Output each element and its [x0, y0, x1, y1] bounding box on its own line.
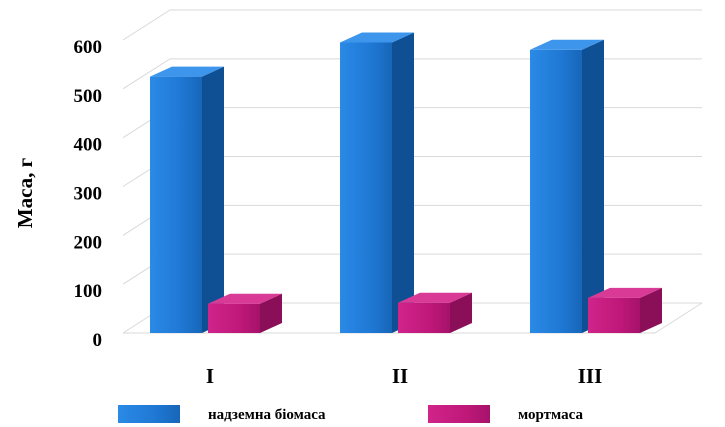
bar-side: [202, 66, 224, 333]
y-tick-label: 300: [74, 184, 103, 205]
bar: [398, 292, 472, 333]
x-tick-label: I: [206, 364, 214, 388]
x-tick-label: II: [392, 364, 408, 388]
y-axis-label: Маса, г: [13, 158, 37, 228]
y-axis: 0 100 200 300 400 500 600: [74, 37, 103, 351]
y-tick-label: 200: [74, 232, 103, 253]
bar-top: [530, 39, 604, 50]
gridline: [122, 9, 702, 41]
y-tick-label: 100: [74, 281, 103, 302]
bar-front: [588, 297, 640, 333]
bar: [150, 66, 224, 333]
bar-top: [340, 32, 414, 43]
bar-side: [392, 32, 414, 334]
y-tick-label: 400: [74, 135, 103, 156]
bars: [150, 32, 662, 334]
bar: [340, 32, 414, 334]
y-tick-label: 500: [74, 86, 103, 107]
legend-label: мортмаса: [518, 407, 583, 423]
bar-side: [450, 292, 472, 333]
bar-top: [588, 287, 662, 298]
bar-top: [398, 292, 472, 303]
y-tick-label: 600: [74, 37, 103, 58]
bar: [588, 287, 662, 333]
legend-label: надземна біомаса: [208, 407, 326, 423]
bar-front: [398, 302, 450, 333]
legend-item: надземна біомаса: [118, 405, 326, 423]
bar-side: [260, 293, 282, 333]
bar-side: [582, 39, 604, 334]
y-tick-label: 0: [93, 330, 103, 351]
bar-top: [208, 293, 282, 304]
bar: [530, 39, 604, 334]
legend-swatch: [118, 405, 180, 423]
x-tick-label: III: [578, 364, 603, 388]
bar-front: [340, 42, 392, 334]
bar-front: [150, 76, 202, 333]
legend: надземна біомаса мортмаса: [118, 405, 583, 423]
bar-side: [640, 287, 662, 333]
legend-swatch: [428, 405, 490, 423]
x-axis: I II III: [206, 364, 602, 388]
floor-edge: [123, 302, 703, 334]
bar-top: [150, 66, 224, 77]
bar: [208, 293, 282, 333]
gridline: [122, 58, 702, 90]
bar-front: [530, 49, 582, 334]
legend-item: мортмаса: [428, 405, 583, 423]
bar-front: [208, 303, 260, 333]
